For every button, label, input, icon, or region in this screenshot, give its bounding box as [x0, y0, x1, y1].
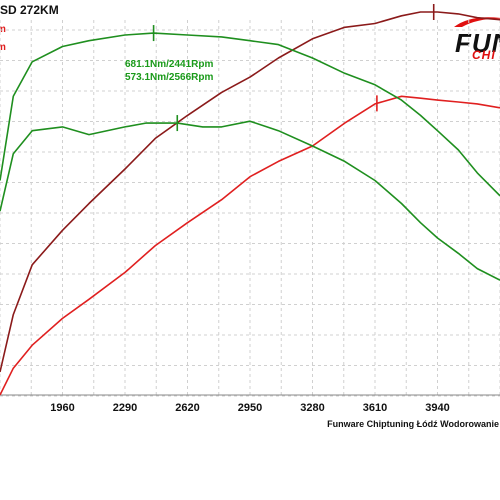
peak-annotation-1: 681.1Nm/2441Rpm	[125, 59, 213, 70]
x-tick-label: 2290	[113, 402, 137, 414]
series-line-4	[0, 120, 500, 281]
logo-swoosh-icon	[454, 17, 500, 27]
logo-sub-text: CHI	[472, 48, 496, 62]
x-tick-label: 1960	[50, 402, 74, 414]
x-tick-label: 3280	[300, 402, 324, 414]
series-line-2	[0, 95, 500, 396]
x-tick-label: 2950	[238, 402, 262, 414]
x-tick-label: 3610	[363, 402, 387, 414]
chart-title: SD 272KM	[0, 3, 59, 17]
peak-annotation-2: 573.1Nm/2566Rpm	[125, 72, 213, 83]
x-tick-label: 2620	[175, 402, 199, 414]
logo-main-text: FUN	[455, 28, 500, 58]
series-line-1	[0, 11, 500, 373]
legend-entry-2: m	[0, 42, 6, 53]
chart-footer: Funware Chiptuning Łódź Wodorowanie	[327, 419, 499, 429]
x-tick-label: 3940	[425, 402, 449, 414]
series-line-3	[0, 32, 500, 197]
brand-logo: FUN CHI	[446, 8, 500, 63]
